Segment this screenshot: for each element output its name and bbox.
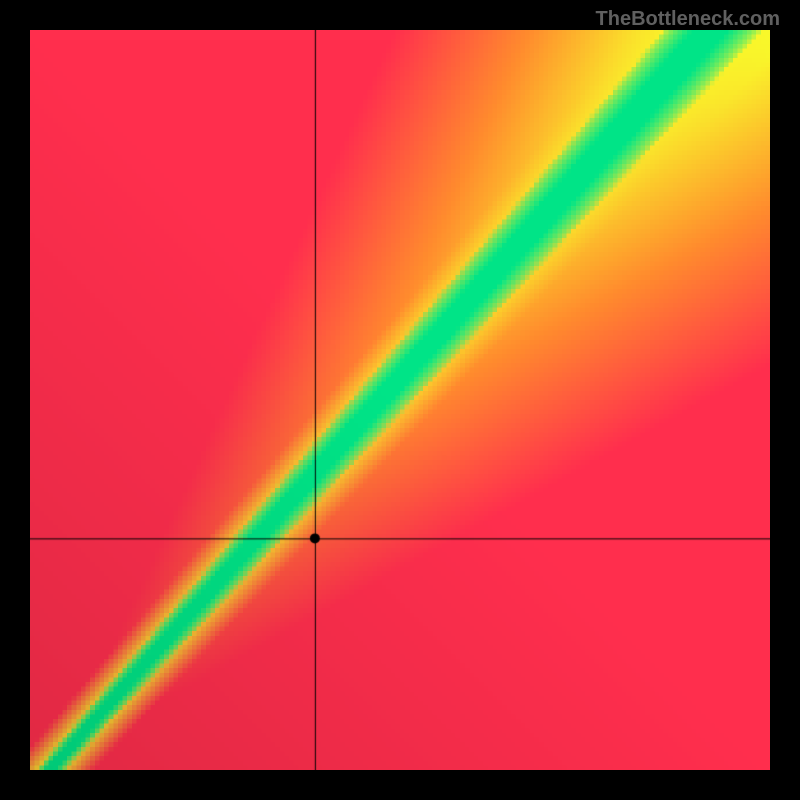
chart-container: { "watermark": { "text": "TheBottleneck.… [0,0,800,800]
watermark-text: TheBottleneck.com [596,8,780,31]
crosshair-overlay [30,30,770,770]
